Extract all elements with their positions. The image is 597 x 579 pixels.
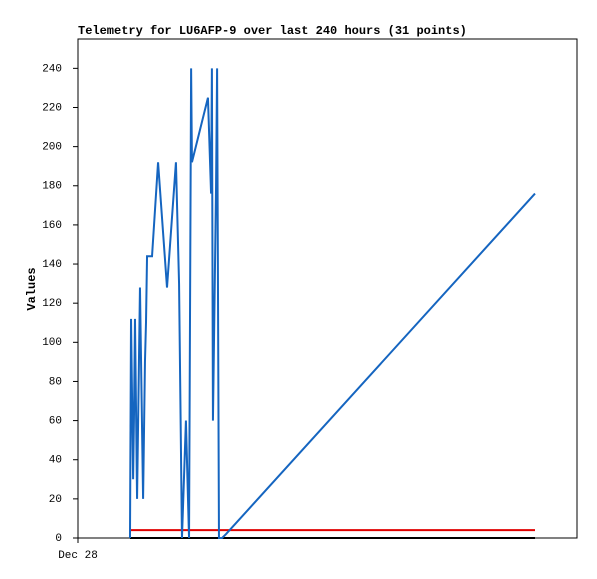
y-tick-label: 40 bbox=[49, 455, 62, 467]
chart-title: Telemetry for LU6AFP-9 over last 240 hou… bbox=[78, 24, 467, 38]
y-tick-label: 100 bbox=[42, 337, 62, 349]
y-tick-label: 160 bbox=[42, 220, 62, 232]
y-tick-label: 200 bbox=[42, 142, 62, 154]
y-tick-label: 240 bbox=[42, 63, 62, 75]
y-tick-label: 60 bbox=[49, 415, 62, 427]
y-tick-label: 220 bbox=[42, 102, 62, 114]
y-axis-label: Values bbox=[25, 267, 39, 310]
series-line bbox=[128, 68, 536, 539]
y-tick-label: 180 bbox=[42, 181, 62, 193]
y-tick-label: 80 bbox=[49, 376, 62, 388]
y-tick-label: 120 bbox=[42, 298, 62, 310]
y-tick-label: 140 bbox=[42, 259, 62, 271]
y-tick-label: 0 bbox=[55, 533, 62, 545]
x-tick-label: Dec 28 bbox=[58, 550, 98, 562]
y-tick-label: 20 bbox=[49, 494, 62, 506]
